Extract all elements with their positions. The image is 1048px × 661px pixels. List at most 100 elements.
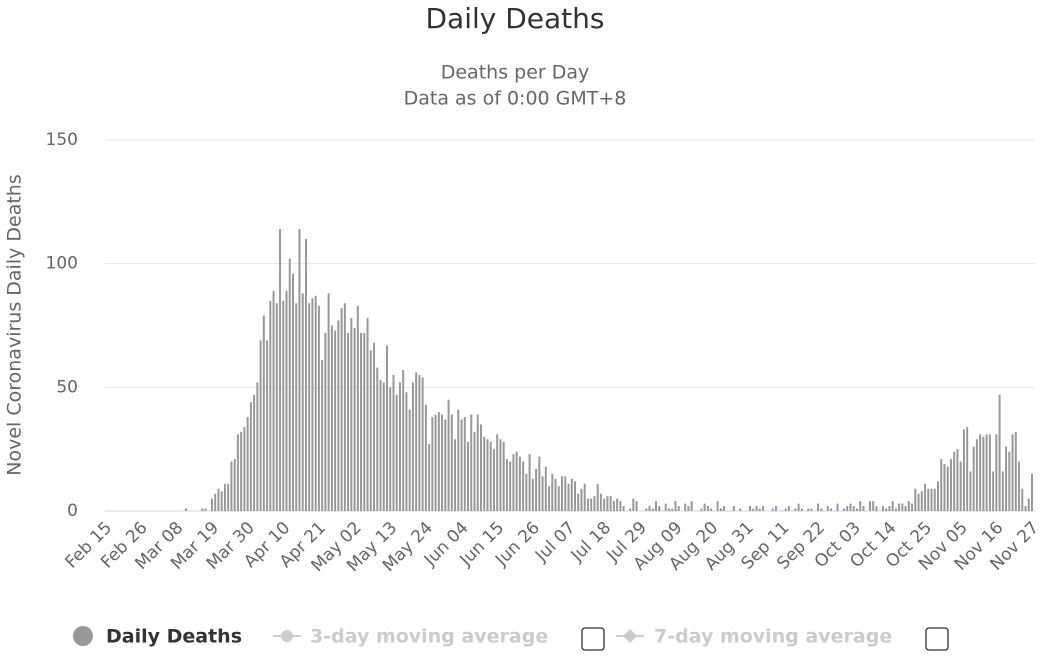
bar [658, 506, 661, 511]
bar [434, 414, 437, 511]
y-tick-label: 100 [46, 254, 78, 274]
bar [622, 506, 625, 511]
bar [311, 298, 314, 511]
bar [431, 417, 434, 511]
bar [557, 486, 560, 511]
bar [240, 431, 243, 511]
bar [619, 501, 622, 511]
bar [946, 466, 949, 511]
bar [690, 501, 693, 511]
bar [1021, 488, 1024, 511]
bar [492, 449, 495, 511]
bar [969, 471, 972, 511]
legend-checkbox[interactable] [925, 627, 949, 651]
bar [467, 441, 470, 511]
bar [580, 488, 583, 511]
bar [800, 508, 803, 511]
bar [398, 382, 401, 511]
bar [937, 481, 940, 511]
bar [356, 305, 359, 511]
bar [483, 436, 486, 511]
bar [210, 498, 213, 511]
bar [392, 374, 395, 511]
bar [499, 439, 502, 511]
bar [295, 303, 298, 511]
bar [755, 506, 758, 511]
bar [512, 454, 515, 511]
bar [891, 501, 894, 511]
legend-label[interactable]: 3-day moving average [310, 626, 548, 648]
bar [1018, 461, 1021, 511]
bar [505, 459, 508, 511]
bar [223, 483, 226, 511]
bar [632, 498, 635, 511]
bar [379, 379, 382, 511]
legend-marker[interactable] [281, 630, 293, 642]
bar [544, 466, 547, 511]
bar [567, 483, 570, 511]
bar [502, 441, 505, 511]
bar [940, 459, 943, 511]
bar [561, 476, 564, 511]
bar [820, 508, 823, 511]
bar [269, 300, 272, 511]
legend-label[interactable]: Daily Deaths [106, 626, 242, 648]
bar [214, 493, 217, 511]
legend-marker[interactable] [73, 626, 93, 646]
bar [700, 508, 703, 511]
bar [616, 498, 619, 511]
bar [233, 459, 236, 511]
bar [330, 325, 333, 511]
bar [761, 506, 764, 511]
bar [301, 293, 304, 511]
bar [583, 483, 586, 511]
legend-checkbox[interactable] [581, 627, 605, 651]
bar [522, 461, 525, 511]
legend-label[interactable]: 7-day moving average [654, 626, 892, 648]
bar [635, 501, 638, 511]
bar [227, 483, 230, 511]
bar [599, 493, 602, 511]
bar [450, 414, 453, 511]
bar [749, 506, 752, 511]
bar [975, 439, 978, 511]
bar [308, 303, 311, 511]
bar [321, 360, 324, 511]
bar [554, 478, 557, 511]
bar [489, 441, 492, 511]
bar [473, 431, 476, 511]
bar [985, 434, 988, 511]
bar [797, 503, 800, 511]
bar [551, 473, 554, 511]
bar [463, 417, 466, 511]
bar [629, 508, 632, 511]
bar [943, 464, 946, 511]
bar [962, 429, 965, 511]
bar [460, 419, 463, 511]
bar [998, 394, 1001, 511]
bar [353, 327, 356, 511]
bar [291, 273, 294, 511]
bar [787, 506, 790, 511]
bar [1001, 471, 1004, 511]
bar [298, 229, 301, 512]
bar [230, 461, 233, 511]
bar [528, 454, 531, 511]
bar [373, 342, 376, 511]
legend-marker[interactable] [623, 629, 637, 643]
bar [723, 506, 726, 511]
bar [1024, 506, 1027, 511]
bar [794, 508, 797, 511]
bar [272, 290, 275, 511]
bar [881, 506, 884, 511]
bar [655, 501, 658, 511]
bar [667, 508, 670, 511]
bar [992, 471, 995, 511]
bar [479, 424, 482, 511]
bar [486, 439, 489, 511]
bar [671, 508, 674, 511]
bar [317, 305, 320, 511]
bar [343, 303, 346, 511]
bar [826, 506, 829, 511]
